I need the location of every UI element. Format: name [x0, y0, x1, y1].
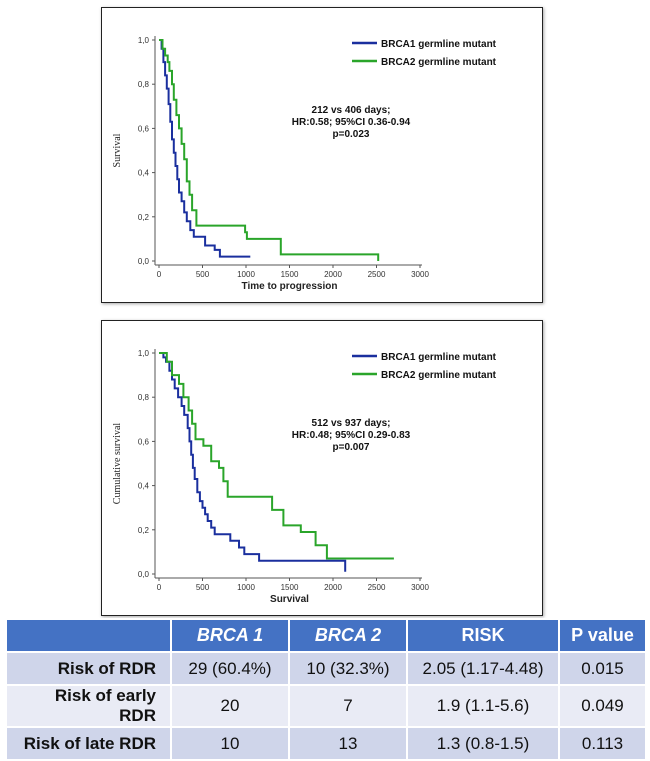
legend-label: BRCA2 germline mutant: [381, 370, 497, 381]
y-tick-label: 1,0: [138, 36, 150, 45]
cell-brca1: 29 (60.4%): [170, 651, 290, 686]
results-table: BRCA 1 BRCA 2 RISK P value Risk of RDR 2…: [5, 618, 647, 761]
cell-brca2: 7: [288, 684, 408, 728]
cell-brca2: 13: [288, 726, 408, 761]
km-chart-time-to-progression: 0,0 0,2 0,4 0,6 0,8 1,0 0 500 1000 1500 2000 2500 30…: [101, 7, 543, 303]
x-tick-label: 1500: [281, 583, 299, 592]
row-label: Risk of late RDR: [5, 726, 172, 761]
y-tick-label: 0,6: [138, 124, 150, 133]
x-tick-label: 1000: [237, 583, 255, 592]
x-tick-label: 2000: [324, 583, 342, 592]
y-tick-label: 1,0: [138, 349, 150, 358]
km-plot-1: 0,0 0,2 0,4 0,6 0,8 1,0 0 500 1000 1500 2000 2500 30…: [112, 36, 497, 292]
x-tick-label: 0: [157, 270, 162, 279]
cell-brca1: 10: [170, 726, 290, 761]
x-tick-label: 1500: [281, 270, 299, 279]
cell-risk: 1.3 (0.8-1.5): [406, 726, 560, 761]
series-line: [159, 352, 347, 572]
annotation-text: HR:0.48; 95%CI 0.29-0.83: [292, 430, 411, 441]
x-tick-label: 500: [196, 270, 210, 279]
table-row: Risk of early RDR 20 7 1.9 (1.1-5.6) 0.0…: [5, 684, 647, 728]
km-chart-overall-survival: 0,0 0,2 0,4 0,6 0,8 1,0 0 500 1000 1500 2000 2500 30…: [101, 320, 543, 616]
cell-risk: 2.05 (1.17-4.48): [406, 651, 560, 686]
cell-risk: 1.9 (1.1-5.6): [406, 684, 560, 728]
cell-p-value: 0.049: [558, 684, 647, 728]
x-tick-label: 2500: [368, 270, 386, 279]
x-tick-label: 2000: [324, 270, 342, 279]
y-axis-title: Cumulative survival: [112, 423, 123, 505]
series-line: [159, 39, 251, 258]
annotation-text: 512 vs 937 days;: [312, 418, 391, 429]
table-header-row: BRCA 1 BRCA 2 RISK P value: [5, 618, 647, 653]
x-tick-label: 1000: [237, 270, 255, 279]
y-tick-label: 0,6: [138, 437, 150, 446]
y-tick-label: 0,8: [138, 393, 150, 402]
table-header-p-value: P value: [558, 618, 647, 653]
table-header-risk: RISK: [406, 618, 560, 653]
annotation-text: p=0.023: [333, 129, 370, 140]
x-axis-title: Survival: [270, 594, 309, 605]
x-axis-title: Time to progression: [242, 281, 338, 292]
y-tick-label: 0,2: [138, 526, 150, 535]
table-row: Risk of RDR 29 (60.4%) 10 (32.3%) 2.05 (…: [5, 651, 647, 686]
y-tick-label: 0,2: [138, 213, 150, 222]
table-header-blank: [5, 618, 172, 653]
y-tick-label: 0,4: [138, 482, 150, 491]
table-row: Risk of late RDR 10 13 1.3 (0.8-1.5) 0.1…: [5, 726, 647, 761]
cell-brca1: 20: [170, 684, 290, 728]
y-tick-label: 0,8: [138, 80, 150, 89]
x-tick-label: 3000: [411, 583, 429, 592]
x-tick-label: 0: [157, 583, 162, 592]
km-plot-2: 0,0 0,2 0,4 0,6 0,8 1,0 0 500 1000 1500 2000 2500 30…: [112, 349, 497, 605]
x-tick-label: 2500: [368, 583, 386, 592]
y-tick-label: 0,0: [138, 570, 150, 579]
series-line: [159, 39, 380, 261]
annotation-text: HR:0.58; 95%CI 0.36-0.94: [292, 117, 411, 128]
cell-brca2: 10 (32.3%): [288, 651, 408, 686]
annotation-text: 212 vs 406 days;: [312, 105, 391, 116]
x-tick-label: 500: [196, 583, 210, 592]
legend-label: BRCA1 germline mutant: [381, 39, 497, 50]
y-tick-label: 0,0: [138, 257, 150, 266]
legend-label: BRCA1 germline mutant: [381, 352, 497, 363]
annotation-text: p=0.007: [333, 442, 370, 453]
series-line: [159, 352, 394, 560]
y-axis-title: Survival: [112, 133, 123, 167]
table-header-brca1: BRCA 1: [170, 618, 290, 653]
row-label: Risk of early RDR: [5, 684, 172, 728]
y-tick-label: 0,4: [138, 169, 150, 178]
x-tick-label: 3000: [411, 270, 429, 279]
cell-p-value: 0.113: [558, 726, 647, 761]
cell-p-value: 0.015: [558, 651, 647, 686]
legend-label: BRCA2 germline mutant: [381, 57, 497, 68]
table-header-brca2: BRCA 2: [288, 618, 408, 653]
row-label: Risk of RDR: [5, 651, 172, 686]
